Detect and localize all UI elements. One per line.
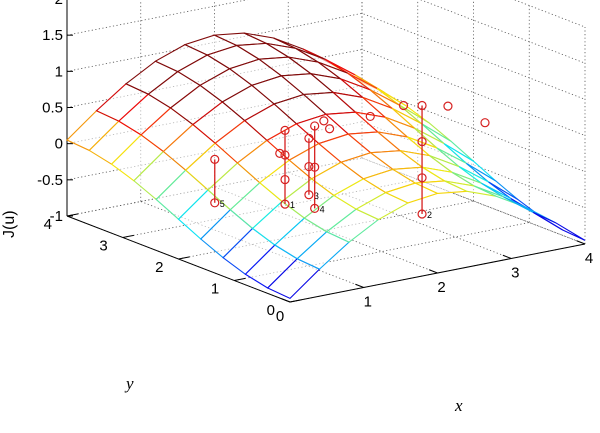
z-tick-label: -0.5 [37,172,63,189]
surface-marker [443,101,453,111]
stem-marker [417,209,427,219]
x-tick-mark [281,298,291,303]
y-tick-label: 4 [44,216,52,233]
x-tick-mark [576,240,586,245]
stem-marker [310,121,320,131]
surface-marker [275,148,285,158]
x-tick-label: 3 [511,265,519,282]
stem-marker [417,137,427,147]
stem-marker [280,150,290,160]
surface-marker [398,100,409,111]
z-gridline [513,0,586,28]
stem-marker [280,199,290,209]
stem-marker [280,174,290,185]
z-tick-label: 1 [55,63,63,80]
y-tick-mark [289,299,302,303]
stem-marker [310,162,320,172]
z-tick-label: -1 [50,208,63,225]
z-axis-label: J(u) [1,210,18,238]
surface-marker [365,111,375,122]
stem-label: 2 [427,210,432,220]
stem-label: 5 [220,199,225,209]
surface-marker [480,118,490,128]
surface-cell [532,211,586,241]
x-axis-label: x [454,396,463,415]
x-tick-label: 1 [364,294,372,311]
stem-marker [304,133,314,143]
x-tick-label: 2 [437,279,445,296]
stem-label: 1 [290,200,295,210]
y-axis-label: y [124,374,134,393]
z-tick-label: 2 [55,0,63,8]
surface-marker [325,124,335,134]
x-tick-label: 4 [585,250,593,267]
y-tick-mark [234,277,246,281]
y-tick-label: 3 [99,238,107,255]
stem-marker [310,203,320,214]
surface-marker [319,116,329,126]
stem-marker [304,190,314,200]
stem-marker [304,161,314,172]
z-tick-label: 1.5 [42,27,63,44]
y-tick-label: 0 [267,302,275,319]
stem-label: 4 [320,204,325,214]
stem-marker [280,125,290,135]
x-tick-mark [502,254,512,259]
z-gridline [66,0,586,64]
y-tick-mark [178,256,190,260]
stem-marker [417,173,427,183]
y-tick-mark [122,234,134,238]
stem-label: 3 [314,191,319,201]
x-tick-label: 0 [276,308,284,325]
x-tick-mark [428,269,438,274]
stem-marker [417,100,427,111]
surface-mesh [66,32,586,300]
z-tick-label: 0.5 [42,100,63,117]
stem-layer: 1 2 34 5 [210,100,490,220]
stem-marker [210,154,220,165]
y-tick-label: 2 [155,259,163,276]
y-tick-label: 1 [211,281,219,298]
z-tick-label: 0 [55,136,63,153]
axis-box [66,0,586,303]
stem-marker [210,198,220,208]
x-tick-mark [355,283,364,288]
